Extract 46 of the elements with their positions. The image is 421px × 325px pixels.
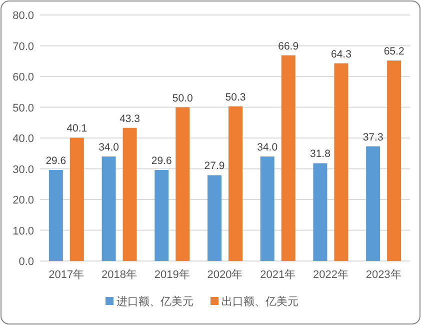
y-tick-label: 70.0 — [12, 40, 34, 53]
data-label: 43.3 — [120, 112, 140, 125]
x-tick-label: 2020年 — [207, 269, 243, 281]
data-label: 31.8 — [310, 148, 331, 160]
y-tick-label: 30.0 — [12, 164, 34, 176]
bar — [154, 170, 169, 261]
data-label: 34.0 — [257, 141, 278, 154]
x-tick-label: 2018年 — [102, 269, 138, 281]
y-tick-label: 0.0 — [18, 256, 34, 268]
bar — [313, 163, 328, 261]
data-label: 40.1 — [66, 122, 88, 135]
bar — [228, 106, 242, 261]
bar — [387, 60, 402, 261]
x-tick-label: 2022年 — [312, 269, 348, 281]
data-label: 64.3 — [330, 48, 352, 60]
data-label: 65.2 — [384, 46, 404, 58]
legend-label: 进口额、亿美元 — [116, 295, 194, 308]
bar — [122, 128, 137, 261]
bar — [176, 107, 190, 261]
bar — [260, 156, 274, 261]
data-label: 34.0 — [98, 141, 120, 154]
bar — [48, 170, 63, 261]
bar — [70, 138, 84, 261]
bar — [208, 175, 222, 261]
data-label: 50.3 — [225, 91, 246, 104]
bar — [366, 146, 380, 261]
x-tick-label: 2021年 — [260, 269, 296, 281]
bar — [281, 55, 296, 261]
y-tick-label: 40.0 — [12, 133, 34, 145]
y-tick-label: 10.0 — [12, 225, 34, 238]
data-label: 50.0 — [172, 92, 194, 104]
data-label: 29.6 — [151, 154, 172, 167]
data-label: 37.3 — [362, 131, 384, 144]
y-tick-label: 20.0 — [12, 194, 34, 206]
bar — [102, 156, 116, 261]
data-label: 27.9 — [204, 160, 225, 172]
data-label: 29.6 — [46, 154, 66, 167]
y-tick-label: 60.0 — [12, 72, 34, 84]
y-tick-label: 80.0 — [12, 10, 34, 22]
bar — [334, 63, 348, 261]
x-tick-label: 2019年 — [154, 269, 190, 281]
legend-label: 出口额、亿美元 — [222, 295, 298, 308]
x-tick-label: 2017年 — [48, 269, 84, 281]
x-tick-label: 2023年 — [366, 269, 402, 281]
data-label: 66.9 — [278, 40, 299, 52]
y-tick-label: 50.0 — [12, 102, 34, 114]
